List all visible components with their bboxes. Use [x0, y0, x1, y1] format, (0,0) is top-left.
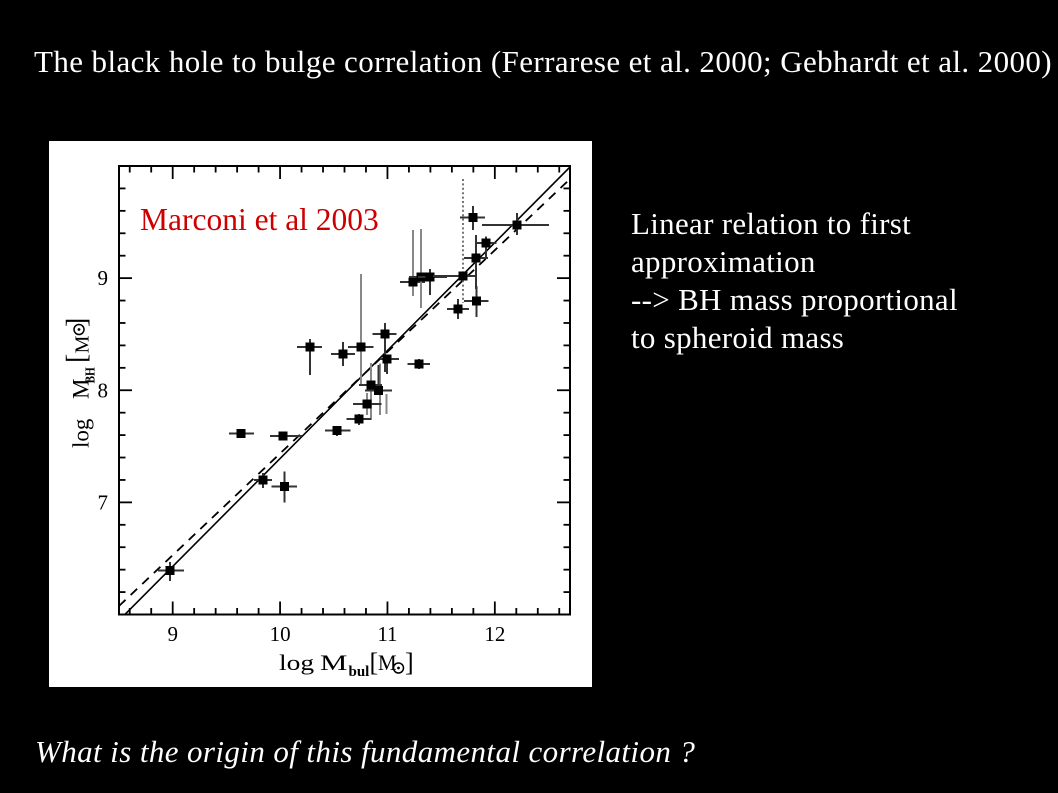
- svg-text:12: 12: [484, 622, 505, 646]
- svg-text:[: [: [370, 648, 379, 677]
- svg-text:9: 9: [167, 622, 178, 646]
- svg-text:9: 9: [98, 266, 109, 290]
- svg-text:11: 11: [377, 622, 397, 646]
- svg-text:Marconi et al 2003: Marconi et al 2003: [140, 202, 379, 237]
- svg-text:log: log: [279, 651, 314, 675]
- svg-text:[: [: [62, 354, 93, 363]
- svg-text:bul: bul: [349, 664, 370, 680]
- svg-text:M: M: [378, 651, 397, 676]
- svg-text:7: 7: [98, 490, 109, 514]
- svg-text:]: ]: [62, 318, 93, 327]
- svg-text:]: ]: [405, 648, 414, 677]
- svg-text:10: 10: [270, 622, 291, 646]
- svg-text:BH: BH: [82, 367, 97, 383]
- svg-text:M: M: [320, 650, 347, 675]
- svg-text:M: M: [72, 335, 94, 353]
- svg-text:8: 8: [98, 378, 109, 402]
- svg-text:log: log: [69, 418, 94, 448]
- svg-text:M: M: [69, 379, 94, 399]
